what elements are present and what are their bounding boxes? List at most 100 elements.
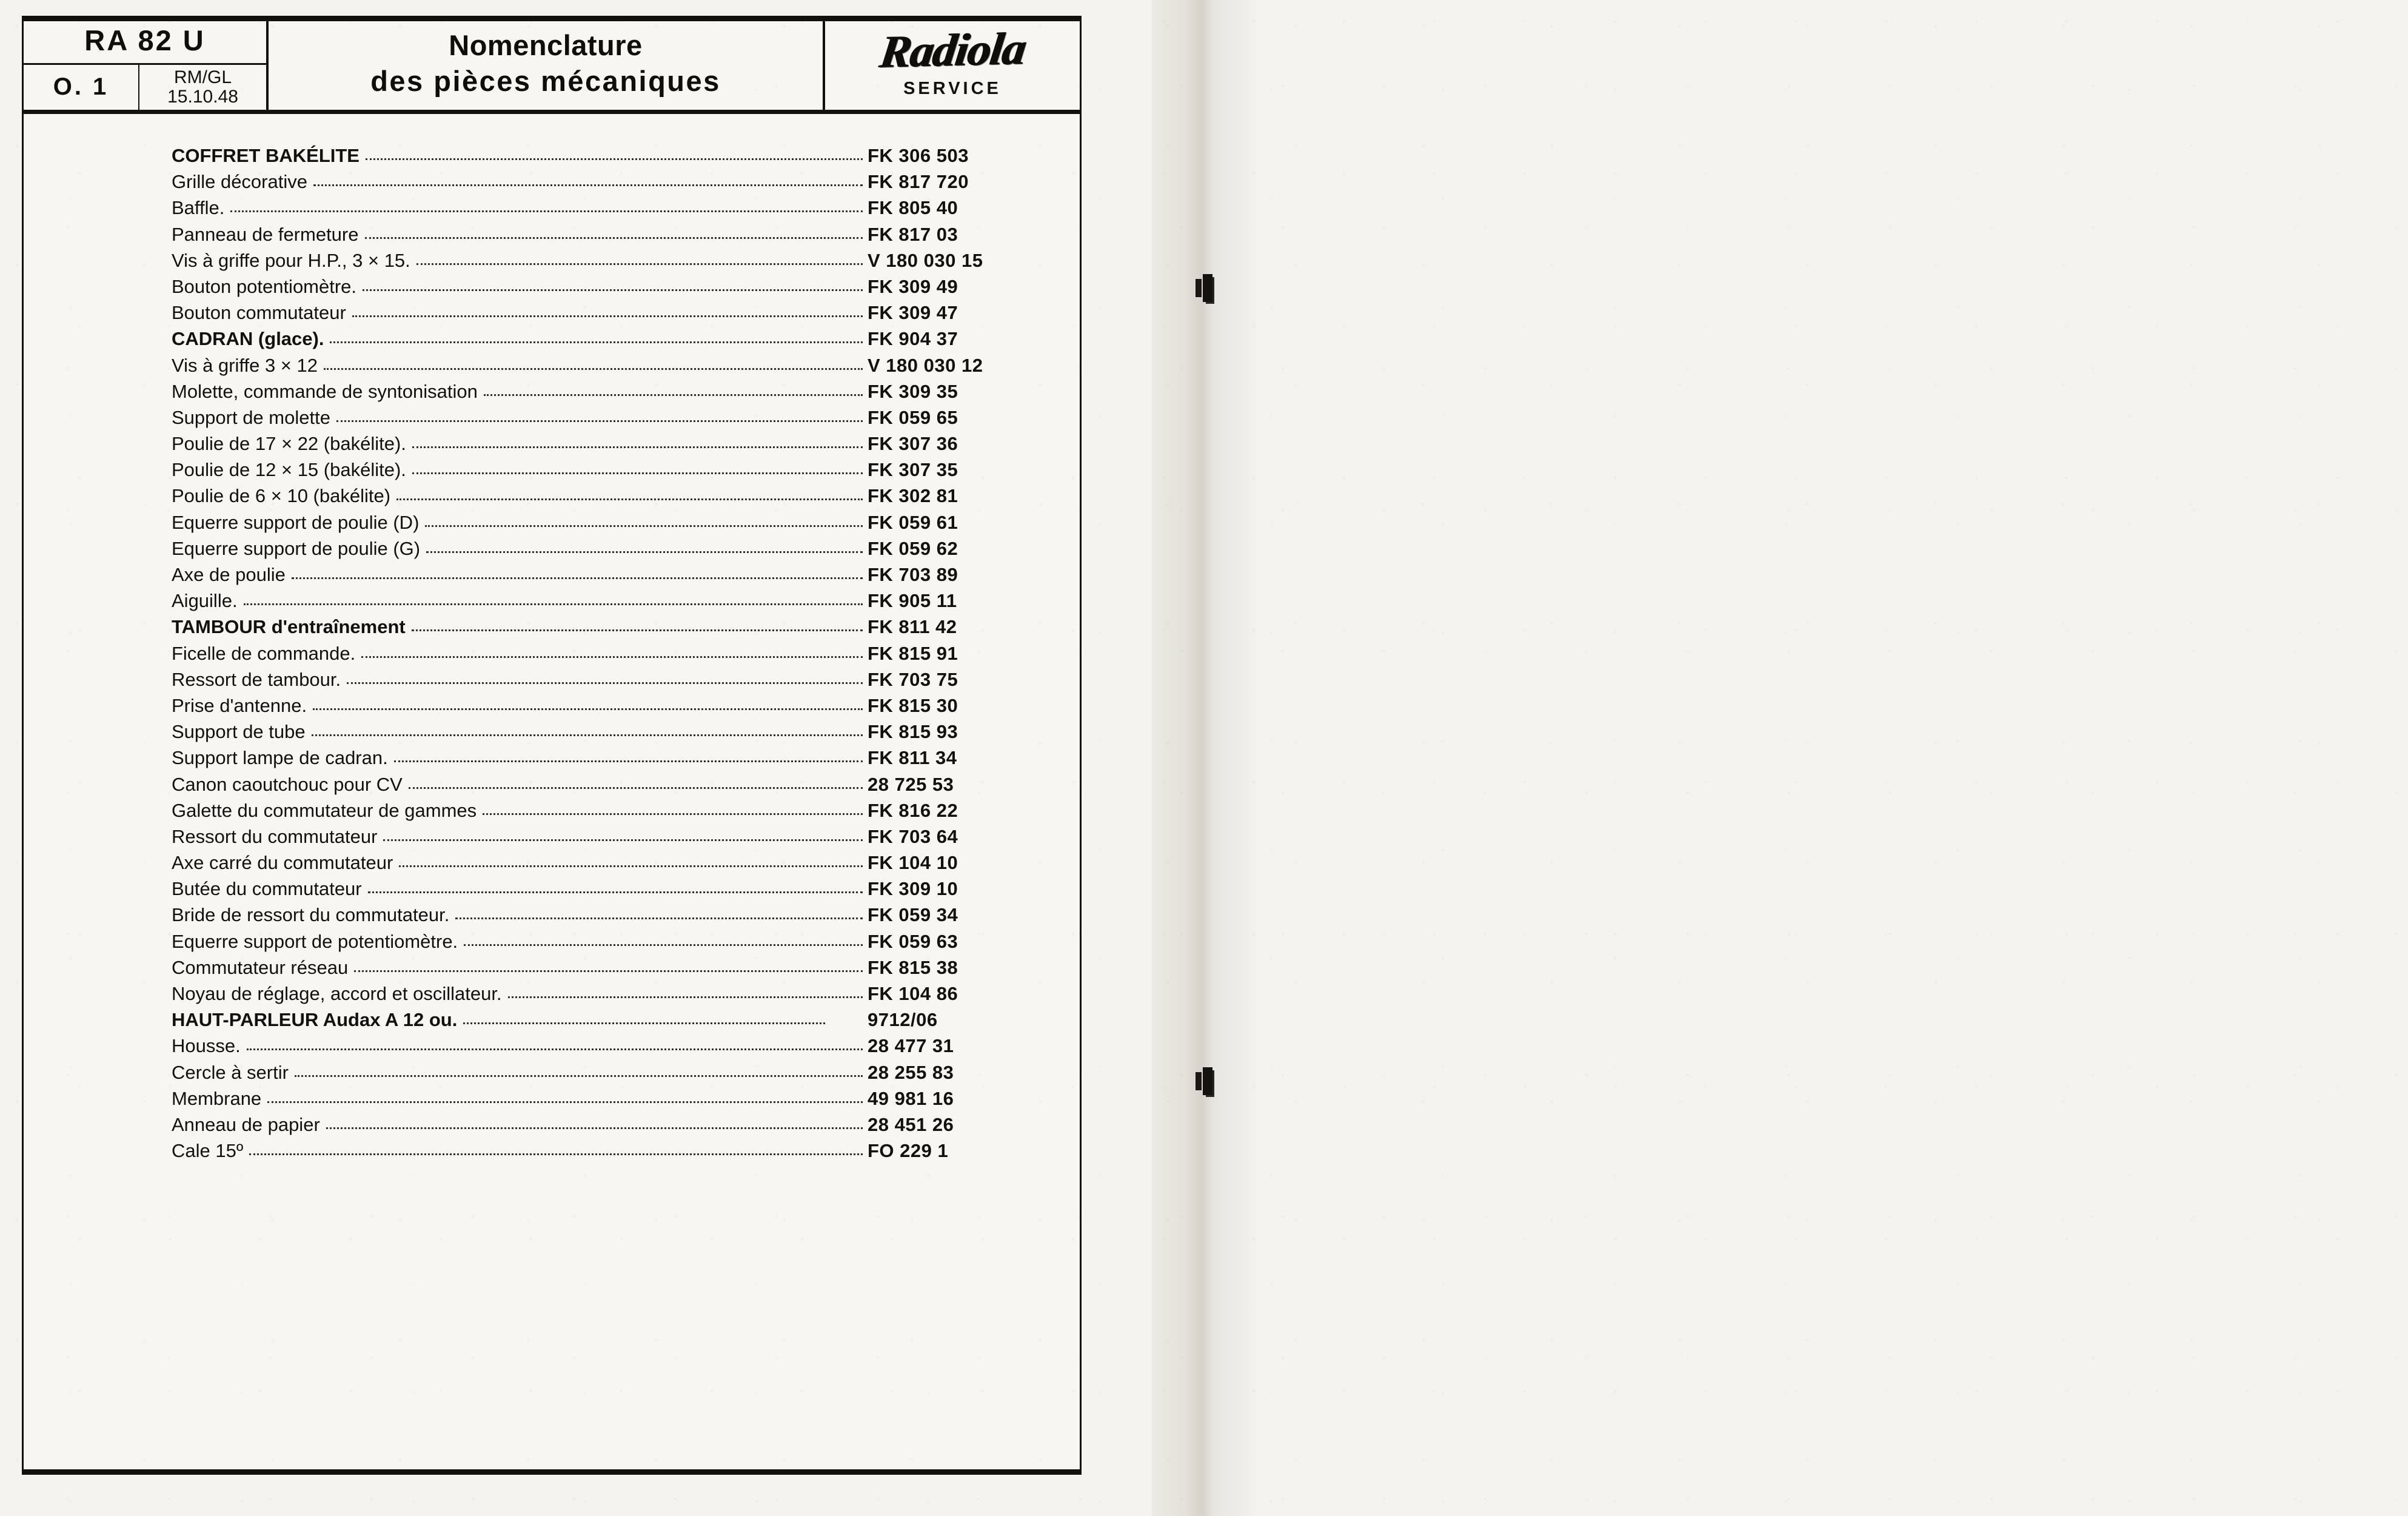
part-name: Vis à griffe pour H.P., 3 × 15.: [172, 249, 410, 271]
part-name: Canon caoutchouc pour CV: [172, 773, 403, 795]
part-name: Membrane: [172, 1087, 262, 1109]
parts-list-row: CADRAN (glace). FK 904 37: [172, 328, 1053, 354]
dot-leader: [363, 289, 863, 291]
left-page-frame: RA 82 U O. 1 RM/GL 15.10.48 Nomenclature: [22, 16, 1082, 1475]
dot-leader: [383, 839, 863, 841]
part-name: Molette, commande de syntonisation: [172, 380, 478, 402]
parts-list-row: Poulie de 12 × 15 (bakélite). FK 307 35: [172, 459, 1053, 485]
parts-list-row: Aiguille. FK 905 11: [172, 590, 1053, 616]
part-name: TAMBOUR d'entraînement: [172, 616, 406, 638]
part-reference: FK 905 11: [868, 590, 957, 612]
parts-list-row: Support de molette FK 059 65: [172, 407, 1053, 433]
part-name: Ressort du commutateur: [172, 825, 378, 847]
dot-leader: [366, 158, 863, 160]
part-name: Cale 15º: [172, 1140, 244, 1162]
part-reference: FO 229 1: [868, 1140, 949, 1162]
dot-leader: [425, 525, 863, 527]
part-reference: FK 059 65: [868, 406, 958, 428]
dot-leader: [313, 708, 863, 710]
part-reference: FK 817 720: [868, 171, 969, 193]
parts-list-row: Bouton potentiomètre. FK 309 49: [172, 276, 1053, 302]
parts-list-row: Noyau de réglage, accord et oscillateur.…: [172, 983, 1053, 1009]
dot-leader: [455, 917, 863, 920]
parts-list-row: HAUT-PARLEUR Audax A 12 ou. 9712/06: [172, 1009, 1053, 1035]
left-sub-row: O. 1 RM/GL 15.10.48: [24, 62, 266, 110]
part-name: Poulie de 12 × 15 (bakélite).: [172, 459, 406, 481]
part-reference: V 180 030 15: [868, 249, 983, 271]
part-name: Ressort de tambour.: [172, 668, 341, 690]
parts-list-row: Ressort du commutateur FK 703 64: [172, 826, 1053, 852]
dot-leader: [326, 1127, 863, 1129]
part-name: Aiguille.: [172, 590, 238, 612]
part-reference: FK 059 61: [868, 511, 958, 533]
left-header-title: Nomenclature des pièces mécaniques: [269, 18, 825, 110]
part-reference: 49 981 16: [868, 1087, 954, 1109]
revision-date: 15.10.48: [167, 86, 238, 107]
dot-leader: [267, 1101, 863, 1103]
dot-leader: [352, 315, 863, 318]
parts-list-row: Vis à griffe 3 × 12 V 180 030 12: [172, 355, 1053, 381]
left-page-number-cell: O. 1: [24, 64, 140, 110]
parts-list-row: Commutateur réseau FK 815 38: [172, 957, 1053, 983]
dot-leader: [354, 970, 863, 972]
part-name: CADRAN (glace).: [172, 328, 324, 350]
page-gutter: [1152, 0, 1256, 1516]
part-reference: FK 703 75: [868, 668, 958, 690]
parts-list-row: Axe de poulie FK 703 89: [172, 564, 1053, 590]
dot-leader: [230, 210, 863, 213]
left-header-brand: Radiola SERVICE: [825, 18, 1080, 110]
page-number: O. 1: [53, 73, 109, 101]
part-name: Housse.: [172, 1035, 241, 1057]
part-name: Equerre support de poulie (D): [172, 511, 420, 533]
parts-list-row: Panneau de fermeture FK 817 03: [172, 224, 1053, 250]
part-name: Vis à griffe 3 × 12: [172, 354, 318, 376]
part-reference: FK 815 38: [868, 956, 958, 978]
part-name: Butée du commutateur: [172, 878, 362, 900]
dot-leader: [393, 760, 863, 763]
parts-list-row: Equerre support de potentiomètre. FK 059 …: [172, 931, 1053, 957]
part-reference: FK 816 22: [868, 799, 958, 821]
parts-list-row: Equerre support de poulie (G) FK 059 62: [172, 538, 1053, 564]
parts-list-row: Poulie de 6 × 10 (bakélite) FK 302 81: [172, 485, 1053, 511]
parts-list-row: Support lampe de cadran. FK 811 34: [172, 747, 1053, 773]
parts-list-row: Ressort de tambour. FK 703 75: [172, 669, 1053, 695]
left-model-row: RA 82 U: [24, 18, 266, 63]
part-reference: FK 104 10: [868, 852, 958, 874]
part-name: Support de tube: [172, 721, 306, 743]
dot-leader: [347, 682, 863, 684]
parts-list-row: Cale 15º FO 229 1: [172, 1140, 1053, 1166]
part-name: Grille décorative: [172, 171, 307, 193]
dot-leader: [483, 394, 863, 396]
parts-list-row: Poulie de 17 × 22 (bakélite). FK 307 36: [172, 433, 1053, 459]
part-reference: FK 059 34: [868, 904, 958, 926]
dot-leader: [294, 1075, 863, 1077]
title-line-1: Nomenclature: [449, 29, 643, 61]
part-name: Ficelle de commande.: [172, 642, 356, 664]
part-name: Equerre support de potentiomètre.: [172, 930, 458, 952]
parts-list-row: Axe carré du commutateur FK 104 10: [172, 852, 1053, 878]
dot-leader: [330, 341, 863, 344]
dot-leader: [416, 263, 863, 265]
parts-list-row: Anneau de papier 28 451 26: [172, 1114, 1053, 1140]
part-name: Bride de ressort du commutateur.: [172, 904, 450, 926]
dot-leader: [507, 996, 863, 998]
part-reference: 28 477 31: [868, 1035, 954, 1057]
dot-leader: [291, 577, 863, 579]
parts-list-row: Canon caoutchouc pour CV 28 725 53: [172, 774, 1053, 800]
part-name: Noyau de réglage, accord et oscillateur.: [172, 983, 502, 1004]
part-reference: FK 309 10: [868, 878, 958, 900]
part-reference: FK 307 35: [868, 459, 958, 481]
dot-leader: [396, 498, 863, 501]
left-revision-cell: RM/GL 15.10.48: [139, 65, 266, 110]
dot-leader: [426, 551, 863, 553]
parts-list-row: Molette, commande de syntonisation FK 309…: [172, 381, 1053, 407]
part-reference: FK 815 30: [868, 694, 958, 716]
part-name: Prise d'antenne.: [172, 694, 307, 716]
dot-leader: [311, 734, 863, 737]
dot-leader: [483, 813, 863, 815]
left-header-model-block: RA 82 U O. 1 RM/GL 15.10.48: [24, 18, 269, 110]
part-reference: FK 904 37: [868, 328, 958, 350]
dot-leader: [246, 1048, 863, 1051]
dot-leader: [412, 472, 863, 475]
parts-list-row: Cercle à sertir 28 255 83: [172, 1062, 1053, 1088]
